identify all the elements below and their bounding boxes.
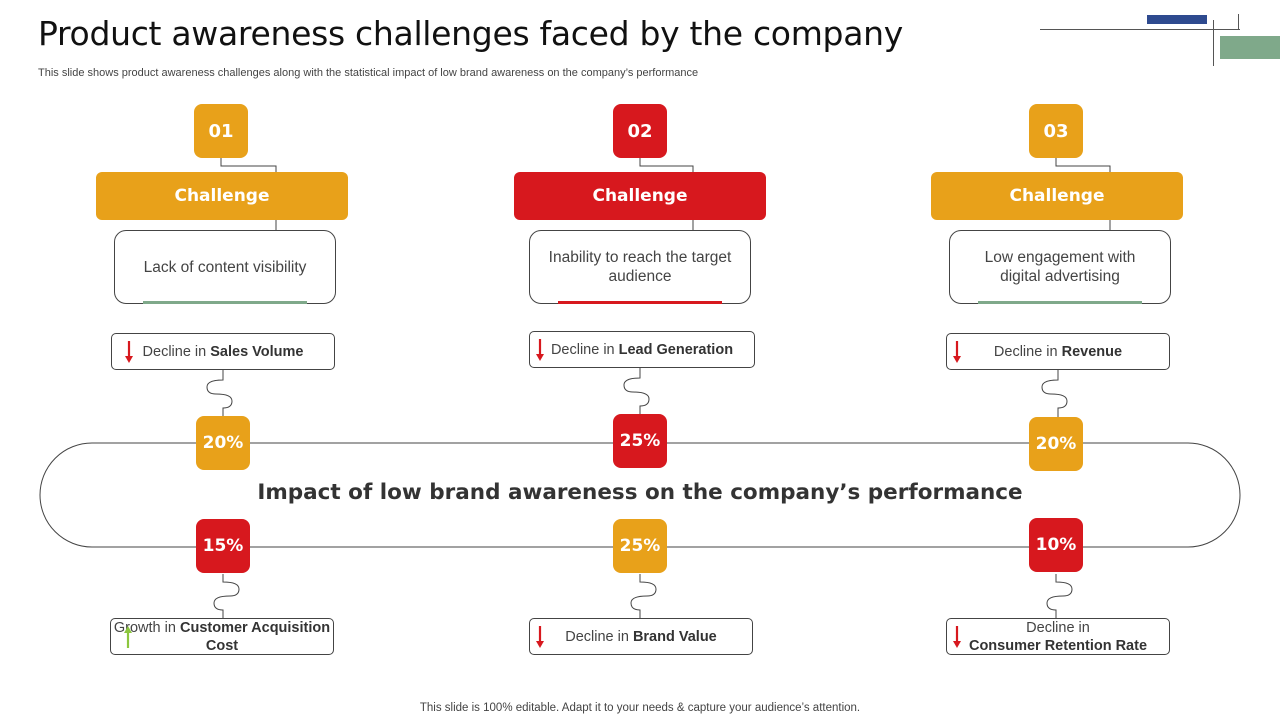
metric-prefix: Decline in bbox=[550, 341, 615, 358]
decor-vertical-line-2 bbox=[1238, 14, 1239, 30]
challenge-number-02: 02 bbox=[613, 104, 667, 158]
squiggle-bottom-3 bbox=[1046, 574, 1073, 618]
metric-box-revenue: Decline in Revenue bbox=[946, 333, 1170, 370]
decor-vertical-line-1 bbox=[1213, 20, 1214, 66]
challenge-description-03: Low engagement with digital advertising bbox=[949, 230, 1171, 304]
challenge-description-02: Inability to reach the target audience bbox=[529, 230, 751, 304]
percent-badge-brand-value: 25% bbox=[613, 519, 667, 573]
metric-name: Consumer Retention Rate bbox=[968, 637, 1148, 654]
page-title: Product awareness challenges faced by th… bbox=[38, 14, 903, 53]
metric-box-customer-acquisition-cost: Growth in Customer Acquisition Cost bbox=[110, 618, 334, 655]
squiggle-top-2 bbox=[623, 368, 650, 416]
banner-outline bbox=[39, 442, 1241, 548]
metric-prefix: Decline in bbox=[993, 343, 1058, 360]
challenge-description-01: Lack of content visibility bbox=[114, 230, 336, 304]
metric-box-sales-volume: Decline in Sales Volume bbox=[111, 333, 335, 370]
navy-bar bbox=[1147, 15, 1207, 24]
metric-name: Lead Generation bbox=[618, 341, 734, 358]
squiggle-bottom-2 bbox=[630, 574, 657, 618]
metric-name: Sales Volume bbox=[210, 343, 304, 360]
metric-name: Brand Value bbox=[632, 628, 717, 645]
arrow-down-icon bbox=[125, 341, 133, 363]
challenge-number-03: 03 bbox=[1029, 104, 1083, 158]
squiggle-top-1 bbox=[206, 370, 233, 418]
impact-banner-title: Impact of low brand awareness on the com… bbox=[257, 480, 1023, 505]
corner-decoration bbox=[1040, 0, 1280, 70]
description-underline bbox=[143, 301, 307, 304]
arrow-down-icon bbox=[536, 626, 544, 648]
metric-name: Customer Acquisition Cost bbox=[179, 619, 331, 654]
page-subtitle: This slide shows product awareness chall… bbox=[38, 67, 699, 79]
arrow-down-icon bbox=[953, 341, 961, 363]
arrow-down-icon bbox=[953, 626, 961, 648]
metric-box-brand-value: Decline in Brand Value bbox=[529, 618, 753, 655]
description-underline bbox=[558, 301, 722, 304]
metric-box-consumer-retention-rate: Decline in Consumer Retention Rate bbox=[946, 618, 1170, 655]
percent-badge-revenue: 20% bbox=[1029, 417, 1083, 471]
challenge-description-text: Lack of content visibility bbox=[143, 258, 307, 276]
metric-prefix: Decline in bbox=[142, 343, 207, 360]
challenge-number-01: 01 bbox=[194, 104, 248, 158]
metric-name: Revenue bbox=[1061, 343, 1123, 360]
squiggle-bottom-1 bbox=[213, 574, 240, 618]
challenge-description-text: Inability to reach the target audience bbox=[548, 249, 732, 285]
arrow-up-icon bbox=[124, 626, 132, 648]
squiggle-top-3 bbox=[1041, 370, 1068, 418]
metric-prefix: Decline in bbox=[1026, 619, 1090, 636]
decor-horizontal-line bbox=[1040, 29, 1240, 30]
percent-badge-lead-generation: 25% bbox=[613, 414, 667, 468]
green-block bbox=[1220, 36, 1280, 59]
footer-note: This slide is 100% editable. Adapt it to… bbox=[419, 702, 861, 714]
percent-badge-sales-volume: 20% bbox=[196, 416, 250, 470]
metric-box-lead-generation: Decline in Lead Generation bbox=[529, 331, 755, 368]
challenge-header-03: Challenge bbox=[931, 172, 1183, 220]
arrow-down-icon bbox=[536, 339, 544, 361]
challenge-header-01: Challenge bbox=[96, 172, 348, 220]
challenge-description-text: Low engagement with digital advertising bbox=[984, 249, 1136, 285]
percent-badge-consumer-retention-rate: 10% bbox=[1029, 518, 1083, 572]
metric-prefix: Decline in bbox=[565, 628, 629, 645]
challenge-header-02: Challenge bbox=[514, 172, 766, 220]
percent-badge-customer-acquisition-cost: 15% bbox=[196, 519, 250, 573]
description-underline bbox=[978, 301, 1142, 304]
